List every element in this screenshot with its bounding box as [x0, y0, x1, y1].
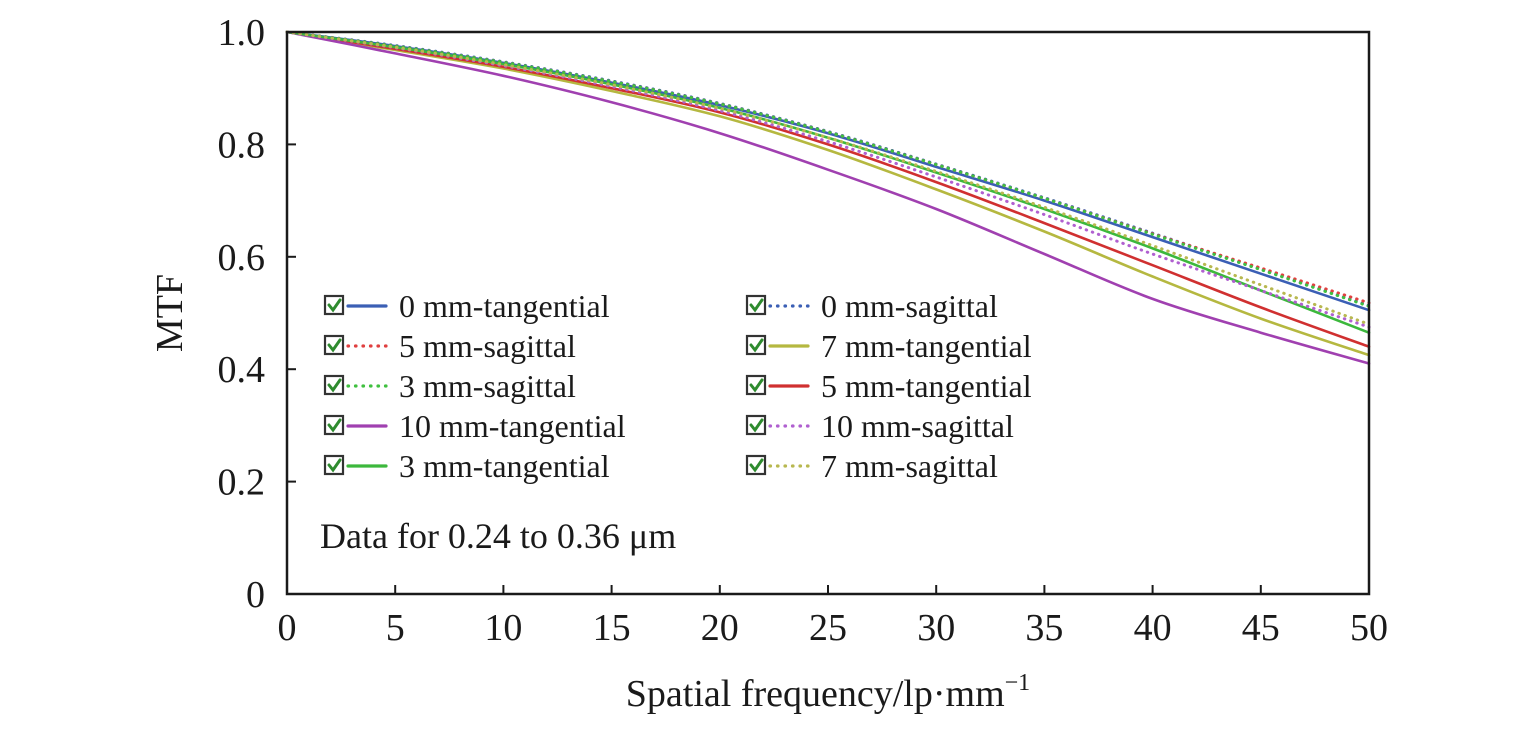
legend-label: 5 mm-sagittal	[399, 328, 576, 364]
y-tick-label-5: 1.0	[218, 12, 266, 54]
legend-checkmark-icon	[327, 418, 342, 433]
legend-item-10-mm-sagittal: 10 mm-sagittal	[745, 408, 1014, 444]
x-tick-label-10: 50	[1350, 607, 1388, 649]
x-axis-title-main: Spatial frequency/lp·mm	[626, 673, 1005, 715]
legend-checkmark-icon	[327, 298, 342, 313]
series-line-5-mm-sagittal	[285, 30, 1371, 305]
legend-item-10-mm-tangential: 10 mm-tangential	[323, 408, 626, 444]
legend-checkmark-icon	[749, 418, 764, 433]
ticks-layer: 0 5 10 15 20 25 30 35 40 45 50 0 0.2 0.4 0.6 0.8 1.0	[218, 12, 1389, 649]
legend-label: 10 mm-tangential	[399, 408, 626, 444]
annotation-text: Data for 0.24 to 0.36 μm	[320, 516, 676, 556]
series-line-10-mm-sagittal	[285, 30, 1371, 329]
legend-item-3-mm-tangential: 3 mm-tangential	[323, 448, 610, 484]
x-tick-label-3: 15	[593, 607, 631, 649]
series-line-10-mm-tangential	[285, 30, 1371, 365]
legend-label: 0 mm-tangential	[399, 288, 610, 324]
y-tick-label-4: 0.8	[218, 124, 266, 166]
y-tick-label-1: 0.2	[218, 462, 266, 504]
y-tick-label-3: 0.6	[218, 237, 266, 279]
legend-label: 3 mm-sagittal	[399, 368, 576, 404]
legend-checkmark-icon	[749, 298, 764, 313]
legend-label: 0 mm-sagittal	[821, 288, 998, 324]
x-tick-label-5: 25	[809, 607, 847, 649]
legend-label: 7 mm-tangential	[821, 328, 1032, 364]
legend-checkmark-icon	[749, 378, 764, 393]
legend-checkmark-icon	[749, 338, 764, 353]
x-tick-label-0: 0	[278, 607, 297, 649]
legend-label: 3 mm-tangential	[399, 448, 610, 484]
x-tick-label-6: 30	[917, 607, 955, 649]
x-tick-label-8: 40	[1134, 607, 1172, 649]
legend-item-5-mm-sagittal: 5 mm-sagittal	[323, 328, 576, 364]
x-tick-label-4: 20	[701, 607, 739, 649]
legend-item-0-mm-sagittal: 0 mm-sagittal	[745, 288, 998, 324]
legend-item-5-mm-tangential: 5 mm-tangential	[745, 368, 1032, 404]
legend-checkmark-icon	[327, 338, 342, 353]
legend-checkmark-icon	[749, 458, 764, 473]
x-axis-title: Spatial frequency/lp·mm−1	[626, 670, 1030, 715]
x-tick-label-9: 45	[1242, 607, 1280, 649]
series-line-5-mm-tangential	[285, 30, 1371, 348]
legend-item-7-mm-sagittal: 7 mm-sagittal	[745, 448, 998, 484]
legend-item-3-mm-sagittal: 3 mm-sagittal	[323, 368, 576, 404]
legend-label: 7 mm-sagittal	[821, 448, 998, 484]
legend-label: 5 mm-tangential	[821, 368, 1032, 404]
y-axis-title: MTF	[149, 274, 191, 352]
legend-checkmark-icon	[327, 458, 342, 473]
legend-label: 10 mm-sagittal	[821, 408, 1014, 444]
series-line-7-mm-sagittal	[285, 30, 1371, 326]
legend-item-7-mm-tangential: 7 mm-tangential	[745, 328, 1032, 364]
x-tick-label-7: 35	[1025, 607, 1063, 649]
y-tick-label-2: 0.4	[218, 349, 266, 391]
legend-checkmark-icon	[327, 378, 342, 393]
curves-layer	[285, 30, 1371, 365]
legend-item-0-mm-tangential: 0 mm-tangential	[323, 288, 610, 324]
x-tick-label-1: 5	[386, 607, 405, 649]
x-axis-title-sup: −1	[1005, 670, 1031, 696]
series-line-7-mm-tangential	[285, 30, 1371, 357]
x-tick-label-2: 10	[484, 607, 522, 649]
y-tick-label-0: 0	[246, 574, 265, 616]
legend: 0 mm-tangential 0 mm-sagittal 5 mm-sagitta…	[323, 288, 1032, 484]
